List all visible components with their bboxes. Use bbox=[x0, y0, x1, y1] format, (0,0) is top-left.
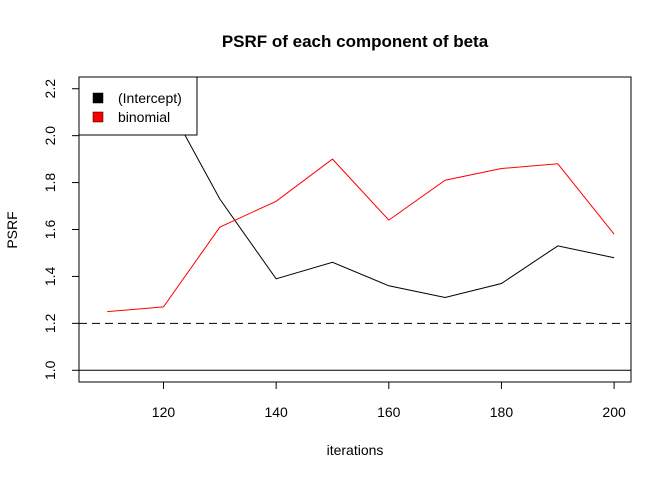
y-tick-label: 1.2 bbox=[42, 313, 58, 333]
x-tick-label: 160 bbox=[377, 404, 401, 420]
chart-marks: 120 140 160 180 200 1.0 1.2 1.4 1.6 1.8 2.0 2.2 (Int… bbox=[42, 76, 631, 420]
y-tick-label: 2.0 bbox=[42, 126, 58, 146]
legend-box bbox=[78, 76, 198, 136]
chart-title: PSRF of each component of beta bbox=[222, 32, 489, 51]
legend-label-1: binomial bbox=[118, 109, 170, 125]
y-tick-label: 1.6 bbox=[42, 220, 58, 240]
y-tick-label: 2.2 bbox=[42, 79, 58, 99]
legend-swatch-1 bbox=[92, 111, 104, 123]
y-axis-label: PSRF bbox=[4, 211, 20, 248]
y-tick-label: 1.8 bbox=[42, 173, 58, 193]
x-tick-label: 200 bbox=[602, 404, 626, 420]
y-tick-label: 1.0 bbox=[42, 360, 58, 380]
x-axis-label: iterations bbox=[327, 442, 384, 458]
x-tick-label: 120 bbox=[152, 404, 176, 420]
x-tick-label: 140 bbox=[264, 404, 288, 420]
y-tick-label: 1.4 bbox=[42, 266, 58, 286]
legend-swatch-0 bbox=[92, 92, 104, 104]
x-tick-label: 180 bbox=[490, 404, 514, 420]
legend-label-0: (Intercept) bbox=[118, 90, 182, 106]
series-line-1 bbox=[107, 158, 615, 313]
series-line-0 bbox=[124, 77, 615, 299]
